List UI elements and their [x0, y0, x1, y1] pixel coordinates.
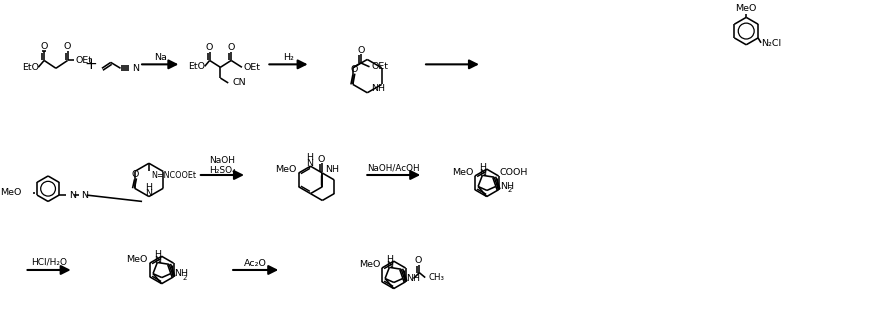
Text: Na: Na — [154, 53, 167, 62]
Text: O: O — [415, 256, 421, 265]
Text: OEt: OEt — [371, 62, 388, 71]
Text: N: N — [306, 159, 313, 168]
Text: EtO: EtO — [23, 63, 40, 72]
Text: N: N — [82, 190, 89, 200]
Text: 2: 2 — [182, 275, 187, 281]
Text: H: H — [154, 250, 161, 259]
Text: COOH: COOH — [499, 168, 527, 177]
Text: NaOH
H₂SO₄: NaOH H₂SO₄ — [209, 155, 235, 175]
Text: O: O — [356, 46, 364, 55]
Text: H: H — [386, 255, 393, 264]
Text: CN: CN — [232, 78, 246, 87]
Text: N₂Cl: N₂Cl — [760, 39, 780, 48]
Text: N: N — [132, 64, 139, 73]
Text: O: O — [349, 65, 357, 74]
Text: H: H — [145, 183, 152, 192]
Text: N: N — [145, 189, 152, 198]
Text: MeO: MeO — [0, 188, 22, 197]
Text: O: O — [227, 43, 235, 52]
Text: +: + — [84, 57, 97, 72]
Text: O: O — [131, 170, 139, 179]
Text: MeO: MeO — [358, 260, 380, 269]
Text: NH: NH — [175, 269, 189, 278]
Text: O: O — [41, 42, 48, 51]
Text: MeO: MeO — [275, 165, 296, 174]
Text: N: N — [386, 261, 393, 270]
Text: NaOH/AcOH: NaOH/AcOH — [367, 164, 420, 173]
Text: MeO: MeO — [451, 167, 473, 176]
Text: NH: NH — [325, 165, 339, 174]
Text: O: O — [64, 42, 71, 51]
Text: OEt: OEt — [243, 63, 261, 72]
Text: H: H — [306, 153, 313, 162]
Text: OEt: OEt — [76, 56, 92, 65]
Text: H: H — [478, 163, 485, 172]
Text: MeO: MeO — [126, 255, 148, 264]
Text: O: O — [206, 43, 213, 52]
Text: NH: NH — [405, 274, 419, 283]
Text: NH: NH — [499, 182, 513, 191]
Text: N: N — [478, 169, 485, 178]
Text: CH₃: CH₃ — [428, 273, 444, 282]
Text: N: N — [154, 256, 161, 265]
Text: N=NCOOEt: N=NCOOEt — [150, 170, 196, 180]
Text: Ac₂O: Ac₂O — [244, 259, 267, 268]
Text: N: N — [69, 190, 76, 200]
Text: H₂: H₂ — [282, 53, 294, 62]
Text: O: O — [317, 155, 325, 164]
Text: 2: 2 — [507, 188, 511, 193]
Text: HCl/H₂O: HCl/H₂O — [31, 258, 67, 267]
Text: MeO: MeO — [734, 4, 756, 13]
Text: EtO: EtO — [188, 62, 205, 71]
Text: NH: NH — [371, 84, 385, 93]
